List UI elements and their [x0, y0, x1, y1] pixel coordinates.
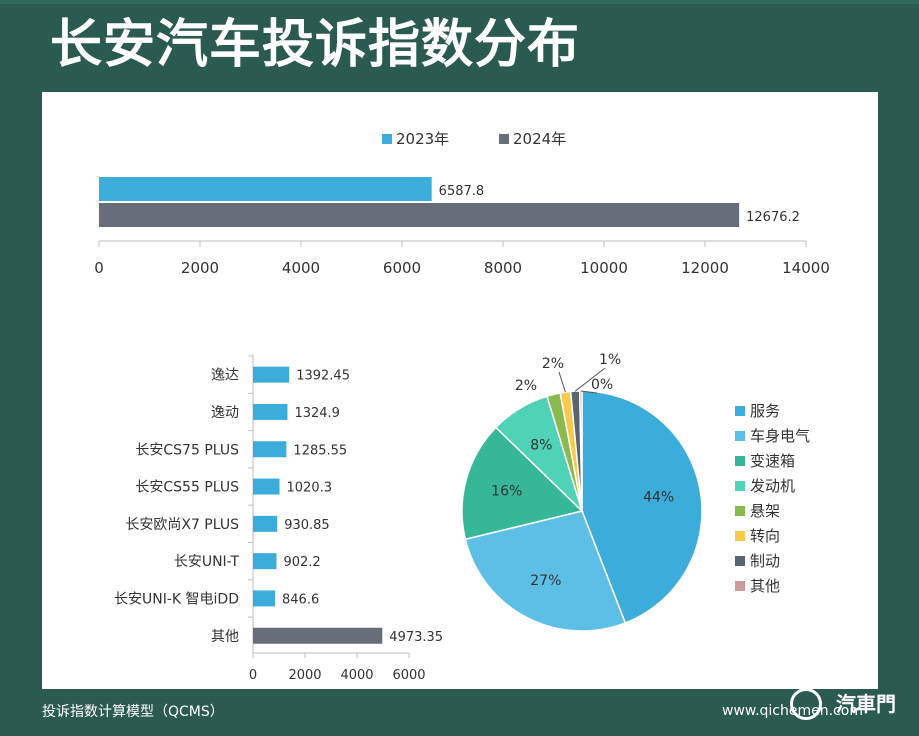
category-label: 长安UNI-T [174, 554, 240, 570]
page-title: 长安汽车投诉指数分布 [50, 15, 581, 75]
data-label-2023年: 6587.8 [439, 184, 485, 199]
pie-legend-label-悬架: 悬架 [750, 502, 780, 520]
pie-legend-label-服务: 服务 [750, 402, 780, 420]
data-label: 902.2 [283, 555, 320, 570]
legend-swatch-1 [382, 134, 392, 144]
legend-label-1: 2023年 [396, 130, 449, 148]
x-tick-label-2: 2000 [288, 668, 321, 683]
category-label: 长安CS75 PLUS [135, 442, 239, 458]
pie-leader-line [558, 371, 566, 393]
pie-label-发动机: 8% [530, 437, 552, 453]
top-accent-line [0, 0, 919, 4]
pie-slice-车身电气 [464, 510, 627, 632]
bar-长安UNI-K 智电iDD [253, 590, 276, 607]
data-label-2024年: 12676.2 [746, 210, 800, 225]
bar-逸动 [253, 403, 288, 420]
bar-2023年 [99, 177, 432, 201]
data-label: 1285.55 [293, 443, 347, 458]
pie-legend-label-转向: 转向 [750, 527, 780, 545]
pie-legend-swatch-悬架 [735, 506, 745, 516]
x-tick-label: 12000 [681, 259, 729, 277]
category-label: 长安UNI-K 智电iDD [114, 591, 239, 607]
x-tick-label-2: 0 [249, 668, 257, 683]
pie-legend-label-其他: 其他 [750, 577, 780, 595]
pie-slice-变速箱 [461, 426, 584, 541]
pie-leader-line [574, 367, 606, 392]
bar-逸达 [253, 366, 290, 383]
data-label: 1324.9 [294, 406, 340, 421]
pie-slice-服务 [581, 390, 703, 624]
x-tick-label-2: 6000 [392, 668, 425, 683]
data-label: 846.6 [282, 592, 319, 607]
pie-legend-label-变速箱: 变速箱 [750, 452, 795, 470]
pie-leader-line [580, 390, 598, 394]
logo-icon [790, 688, 822, 720]
pie-legend-swatch-制动 [735, 556, 745, 566]
footer-source: 投诉指数计算模型（QCMS） [42, 704, 224, 720]
category-label: 逸动 [211, 405, 239, 421]
x-tick-label-2: 4000 [340, 668, 373, 683]
bar-其他 [253, 627, 383, 644]
category-label: 长安欧尚X7 PLUS [125, 517, 239, 533]
legend-swatch-2 [499, 134, 509, 144]
pie-label-悬架: 2% [515, 378, 537, 394]
pie-label-变速箱: 16% [491, 483, 522, 499]
data-label: 1020.3 [287, 481, 333, 496]
charts-canvas: 2023年 2024年 6587.8 12676.2 0 2000 4000 6000 8000… [94, 130, 830, 683]
footer-logo: 汽車門 [836, 692, 896, 716]
pie-legend-label-制动: 制动 [750, 552, 780, 570]
pie-label-转向: 2% [542, 356, 564, 372]
category-label: 长安CS55 PLUS [135, 480, 239, 496]
pie-label-其他: 0% [591, 377, 613, 393]
data-label: 4973.35 [389, 630, 443, 645]
x-tick-label: 8000 [484, 259, 522, 277]
x-tick-label: 0 [94, 259, 104, 277]
pie-legend-swatch-转向 [735, 531, 745, 541]
x-tick-label: 10000 [580, 259, 628, 277]
pie-legend-label-车身电气: 车身电气 [750, 427, 810, 445]
pie-legend-swatch-发动机 [735, 481, 745, 491]
data-label: 930.85 [284, 518, 330, 533]
pie-legend-label-发动机: 发动机 [750, 477, 795, 495]
pie-legend-swatch-变速箱 [735, 456, 745, 466]
chart-panel: 2023年 2024年 6587.8 12676.2 0 2000 4000 6000 8000… [42, 92, 878, 689]
bar-长安CS75 PLUS [253, 441, 287, 458]
pie-label-服务: 44% [643, 490, 674, 506]
pie-legend-swatch-其他 [735, 581, 745, 591]
x-tick-label: 14000 [782, 259, 830, 277]
category-label: 其他 [211, 629, 239, 645]
pie-label-制动: 1% [599, 352, 621, 368]
bar-长安欧尚X7 PLUS [253, 515, 278, 532]
pie-label-车身电气: 27% [530, 573, 561, 589]
pie-legend-swatch-车身电气 [735, 431, 745, 441]
pie-legend-swatch-服务 [735, 406, 745, 416]
x-tick-label: 6000 [383, 259, 421, 277]
data-label: 1392.45 [296, 369, 350, 384]
x-tick-label: 2000 [181, 259, 219, 277]
bar-长安UNI-T [253, 553, 277, 570]
x-tick-label: 4000 [282, 259, 320, 277]
bar-长安CS55 PLUS [253, 478, 280, 495]
legend-label-2: 2024年 [513, 130, 566, 148]
category-label: 逸达 [211, 368, 239, 384]
bar-2024年 [99, 203, 740, 227]
